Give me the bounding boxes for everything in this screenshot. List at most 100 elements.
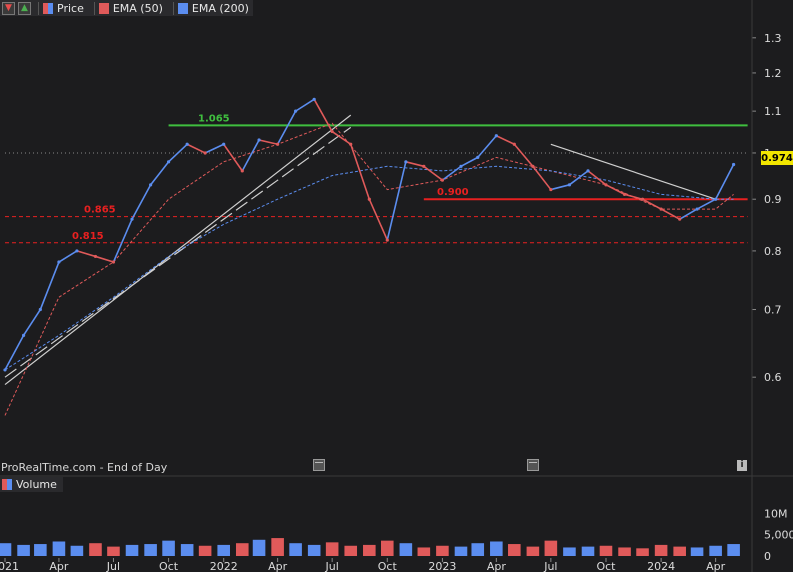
trendline [4, 114, 352, 386]
x-tick-label: 2022 [210, 560, 238, 572]
price-segment [624, 193, 643, 200]
price-point [622, 192, 627, 196]
volume-bar [252, 539, 266, 556]
x-tick-label: Apr [49, 560, 69, 572]
price-point [404, 160, 408, 164]
volume-bar [526, 546, 540, 556]
price-segment [460, 156, 479, 168]
price-point [276, 142, 280, 146]
volume-bar [52, 541, 66, 556]
price-segment [76, 250, 96, 258]
volume-tick-label: 10M [764, 507, 788, 520]
volume-bar [89, 543, 102, 556]
calendar-icon[interactable] [313, 459, 325, 471]
price-segment [513, 143, 534, 167]
price-point [567, 183, 572, 187]
price-point [166, 160, 171, 164]
price-segment [276, 110, 297, 145]
volume-bar [436, 545, 449, 556]
volume-bar [70, 545, 84, 556]
arrow-up-icon[interactable]: ▲ [18, 1, 31, 15]
volume-bar [363, 544, 376, 556]
price-point [604, 183, 608, 187]
price-point [732, 162, 736, 167]
support-label: 0.815 [72, 231, 104, 242]
price-segment [532, 165, 552, 191]
y-tick-label: 0.7 [764, 304, 782, 317]
chart-credit: ProRealTime.com - End of Day [1, 461, 168, 474]
price-segment [696, 198, 717, 210]
price-point [640, 197, 645, 201]
chart-legend: ▼ ▲ Price EMA (50) EMA (200) [0, 0, 253, 16]
y-tick-label: 1.1 [764, 105, 782, 118]
volume-panel[interactable] [0, 538, 740, 556]
volume-bar [144, 544, 157, 556]
legend-price[interactable]: Price [38, 1, 88, 15]
y-tick-label: 0.8 [764, 245, 782, 258]
price-segment [405, 161, 425, 168]
price-point [75, 249, 79, 253]
volume-bar [17, 544, 30, 556]
volume-bar [380, 540, 394, 556]
price-panel[interactable]: 1.065 0.900 0.865 0.815 [3, 97, 748, 416]
price-segment [39, 261, 60, 310]
y-tick-label: 1.3 [764, 32, 782, 45]
y-tick-label: 0.9 [764, 193, 782, 206]
price-point [549, 187, 553, 192]
price-point [422, 164, 426, 168]
volume-bar [471, 543, 485, 556]
info-icon[interactable]: i [737, 460, 747, 471]
ema200-line [4, 165, 734, 371]
price-point [130, 217, 134, 221]
volume-bar [0, 543, 12, 556]
price-point [531, 164, 535, 168]
price-point [257, 138, 261, 142]
current-price-tag: 0.974 [761, 151, 793, 165]
support-label: 0.865 [84, 205, 116, 216]
price-point [440, 178, 445, 182]
x-tick-label: 2021 [0, 560, 19, 572]
price-swatch [43, 2, 53, 14]
volume-bar [271, 538, 284, 556]
volume-bar [618, 547, 631, 556]
volume-bar [417, 547, 431, 556]
price-segment [568, 170, 589, 186]
volume-bar [235, 543, 249, 556]
price-point [312, 97, 316, 101]
legend-ema200-label: EMA (200) [191, 1, 249, 15]
price-segment [95, 255, 114, 263]
legend-ema200[interactable]: EMA (200) [172, 1, 253, 15]
price-segment [714, 164, 735, 200]
price-point [93, 254, 98, 259]
price-point [38, 307, 42, 312]
price-point [512, 142, 516, 146]
volume-bar [307, 544, 321, 556]
legend-ema50[interactable]: EMA (50) [93, 1, 167, 15]
calendar-icon[interactable] [527, 459, 539, 471]
volume-bar [162, 540, 175, 556]
volume-bar [673, 546, 686, 556]
price-segment [605, 184, 625, 196]
volume-bar [654, 544, 668, 556]
x-tick-label: Oct [159, 560, 179, 572]
price-segment [313, 98, 333, 132]
price-point [714, 197, 718, 201]
volume-bar [544, 540, 558, 556]
volume-bar [399, 543, 413, 556]
volume-bar [581, 546, 595, 556]
volume-bar [180, 544, 194, 556]
support-label: 0.900 [437, 187, 469, 198]
price-point [240, 169, 244, 173]
volume-bar [636, 548, 649, 556]
x-tick-label: Jul [325, 560, 339, 572]
price-segment [168, 143, 188, 163]
volume-bar [490, 541, 503, 556]
volume-swatch [2, 479, 12, 490]
arrow-down-icon[interactable]: ▼ [2, 1, 15, 15]
price-point [21, 333, 26, 337]
price-segment [441, 165, 462, 181]
x-tick-label: Apr [268, 560, 288, 572]
price-point [222, 142, 226, 146]
price-segment [331, 130, 352, 145]
volume-label: Volume [16, 478, 57, 491]
